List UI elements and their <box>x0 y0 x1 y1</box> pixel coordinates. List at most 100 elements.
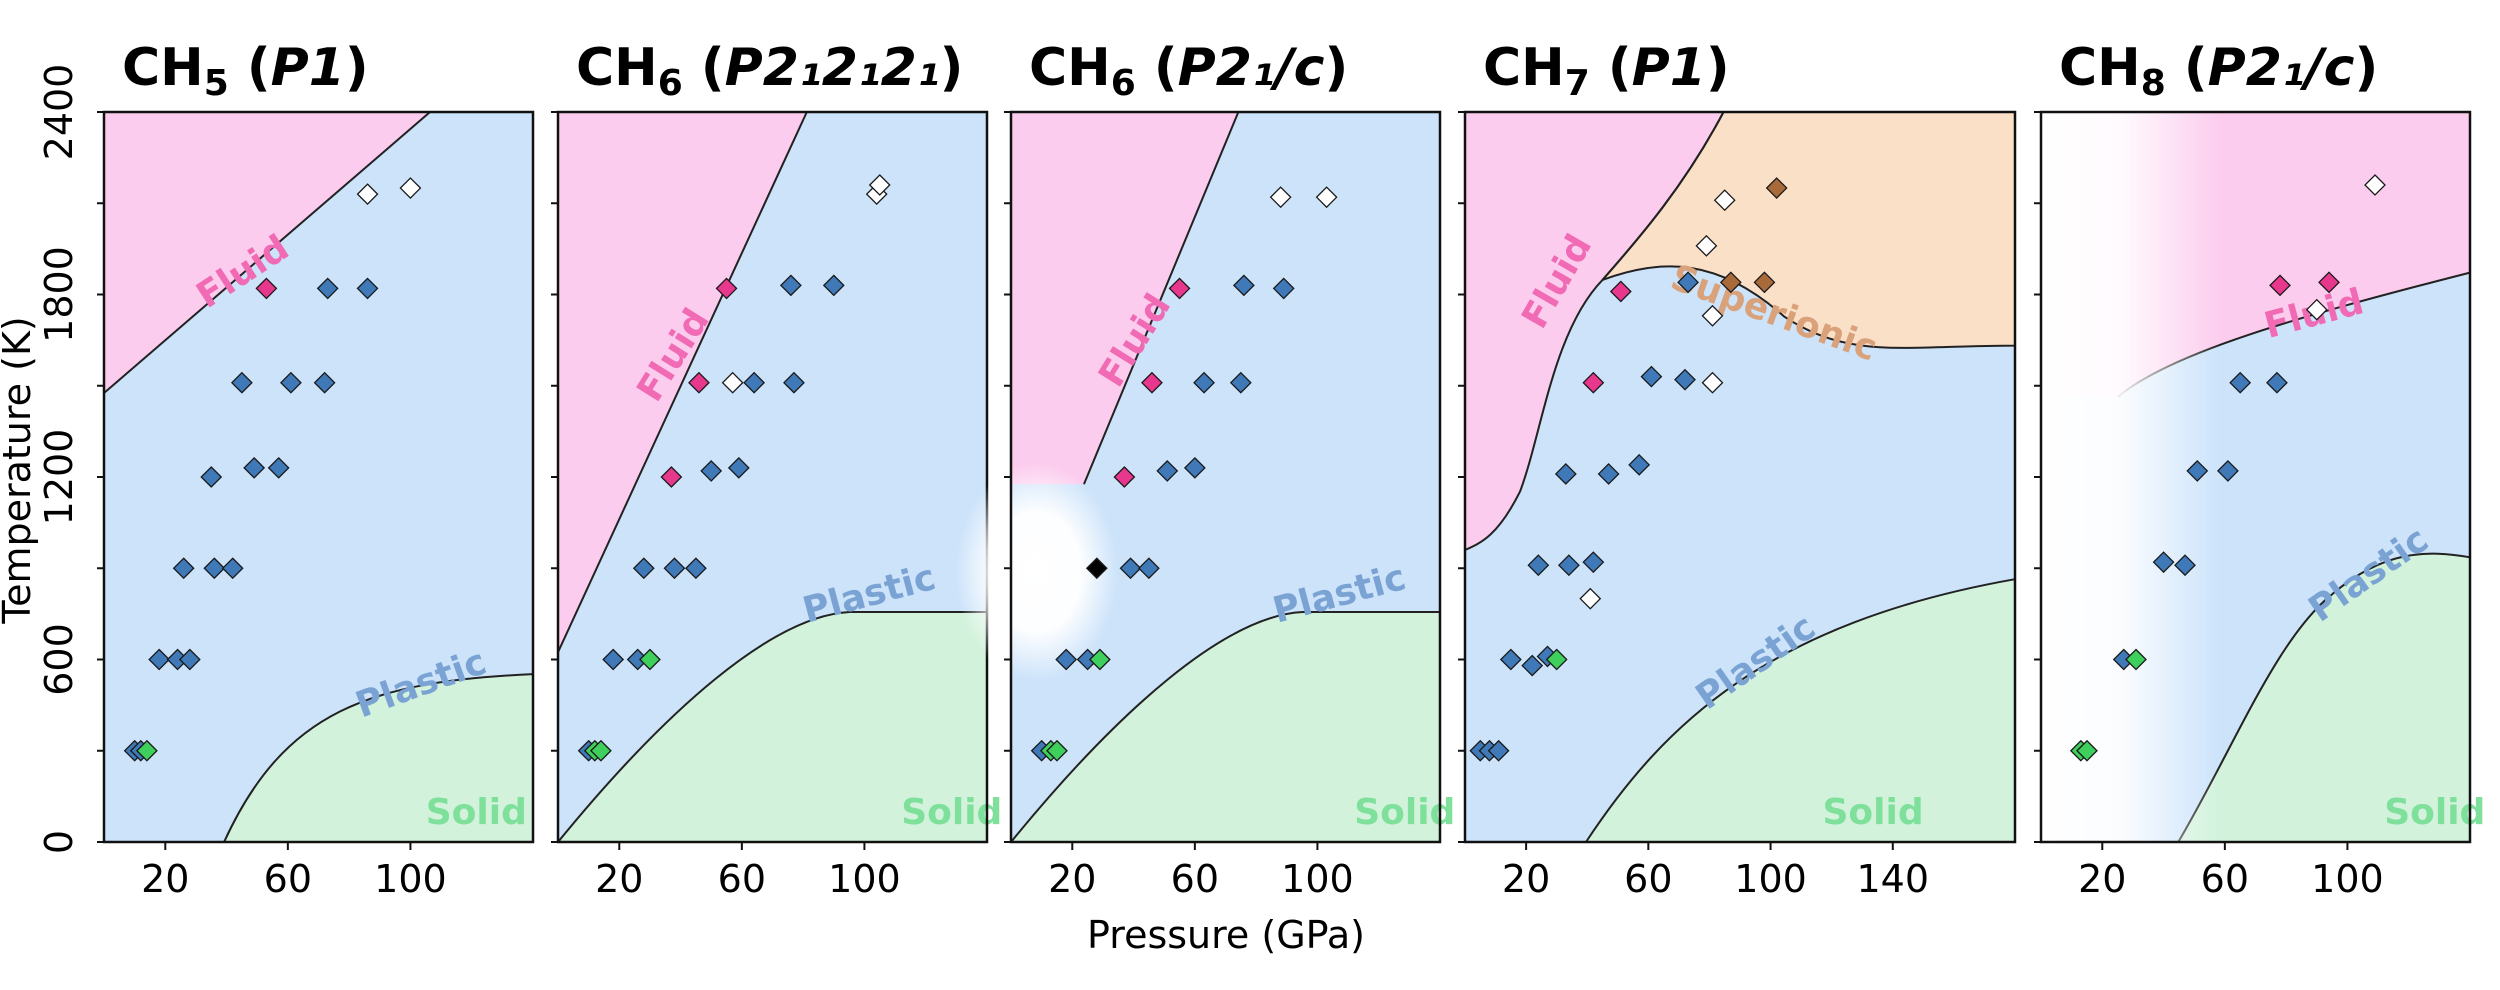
panel-title-paren: ( <box>1136 38 1178 98</box>
data-point-plastic <box>1677 271 1699 294</box>
panel-title-spacegroup: P1 <box>1632 38 1706 98</box>
solid-region <box>1586 579 2015 842</box>
data-point-plastic <box>779 274 802 297</box>
data-point-plastic <box>727 456 750 479</box>
data-point-solid <box>1046 739 1068 762</box>
x-tick-label: 100 <box>1281 857 1354 901</box>
fluid-boundary <box>103 111 431 394</box>
data-point-open <box>1579 587 1602 610</box>
panel-title-formula: CH <box>122 38 204 98</box>
data-point-plastic <box>1272 277 1295 300</box>
data-point-open <box>1269 186 1292 209</box>
data-point-plastic <box>1137 557 1160 580</box>
data-point-plastic <box>1156 459 1179 482</box>
data-point-fluid <box>1141 371 1163 394</box>
uncertain-region <box>955 462 1119 682</box>
data-point-plastic <box>1521 654 1544 677</box>
y-axis: 0 600 1200 1800 2400 Temperature (K) <box>0 64 81 854</box>
uncertain-region <box>2041 112 2222 842</box>
panel-title-spacegroup: P2₁/c <box>1178 38 1325 98</box>
x-tick-label: 20 <box>2078 857 2126 901</box>
panel-title: CH8 (P2₁/c) <box>2059 38 2378 104</box>
solid-boundary <box>555 611 988 843</box>
data-point-plastic <box>316 277 339 300</box>
data-point-superionic <box>1765 177 1788 199</box>
panel-title-spacegroup: P2₁/c <box>2208 38 2355 98</box>
data-point-fluid <box>660 466 683 488</box>
x-axis-label: Pressure (GPa) <box>1087 913 1365 957</box>
x-tick-label: 20 <box>595 857 643 901</box>
data-point-open <box>1695 234 1718 257</box>
data-point-fluid <box>1168 277 1191 300</box>
x-tick-label: 60 <box>1171 857 1219 901</box>
data-point-plastic <box>822 274 845 297</box>
data-point-fluid <box>1113 466 1136 488</box>
x-tick-label: 100 <box>2311 857 2384 901</box>
data-point-plastic <box>602 648 625 671</box>
solid-region <box>224 674 533 842</box>
data-point-plastic <box>172 557 195 580</box>
data-point-plastic <box>2217 459 2239 482</box>
data-point-open <box>721 371 744 394</box>
x-tick-label: 60 <box>718 857 766 901</box>
data-point-fluid <box>688 371 710 394</box>
panel-title-paren: ( <box>229 38 271 98</box>
data-point-solid <box>135 739 158 762</box>
panel-title-subscript: 6 <box>658 63 683 104</box>
x-tick-label: 20 <box>1502 857 1550 901</box>
panel-title-paren: ) <box>345 38 369 98</box>
x-tick-label: 140 <box>1857 857 1930 901</box>
data-point-fluid <box>1609 280 1632 303</box>
data-point-plastic <box>1055 648 1078 671</box>
data-point-plastic <box>1119 557 1142 580</box>
data-point-plastic <box>1229 371 1252 394</box>
data-point-plastic <box>1499 648 1522 671</box>
data-point-superionic <box>1753 271 1776 294</box>
solid-boundary <box>1584 578 2016 843</box>
x-tick-label: 100 <box>1734 857 1807 901</box>
data-point-plastic <box>2266 371 2288 394</box>
data-point-plastic <box>1557 554 1580 577</box>
y-tick-label: 1200 <box>37 429 81 526</box>
data-point-plastic <box>663 557 686 580</box>
panel-title: CH7 (P1) <box>1483 38 1730 104</box>
data-point-plastic <box>1554 463 1577 485</box>
x-tick-label: 20 <box>141 857 189 901</box>
data-point-plastic <box>1232 274 1255 297</box>
data-point-plastic <box>632 557 655 580</box>
region-label-solid: Solid <box>1354 792 1455 833</box>
data-point-plastic <box>148 648 171 671</box>
panel-title-subscript: 7 <box>1565 63 1590 104</box>
region-label-solid: Solid <box>901 792 1002 833</box>
x-tick-label: 60 <box>2201 857 2249 901</box>
data-point-fluid <box>255 277 278 300</box>
data-point-plastic <box>2186 459 2209 482</box>
data-point-open <box>868 174 891 196</box>
data-point-plastic <box>684 557 707 580</box>
data-point-open <box>2364 174 2386 196</box>
data-point-plastic <box>700 459 723 482</box>
fluid-boundary <box>1083 111 1240 485</box>
panel-title: CH6 (P2₁2₁2₁) <box>576 38 963 104</box>
data-point-open <box>1713 189 1736 212</box>
region-label-solid: Solid <box>1823 792 1924 833</box>
panel-title-formula: CH <box>1483 38 1565 98</box>
x-tick-label: 60 <box>264 857 312 901</box>
panel-title-paren: ( <box>2166 38 2208 98</box>
data-point-superionic <box>1719 271 1742 294</box>
data-point-solid <box>1545 648 1568 671</box>
y-axis-label: Temperature (K) <box>0 316 39 624</box>
data-point-plastic <box>1597 463 1620 485</box>
x-tick-label: 100 <box>828 857 901 901</box>
data-point-plastic <box>203 557 226 580</box>
data-point-solid <box>1088 648 1111 671</box>
data-point-plastic <box>743 371 766 394</box>
panel-title: CH6 (P2₁/c) <box>1029 38 1348 104</box>
panel-title-spacegroup: P1 <box>271 38 345 98</box>
data-point-plastic <box>267 456 290 479</box>
data-point-fluid <box>2269 274 2291 297</box>
data-point-plastic <box>178 648 201 671</box>
